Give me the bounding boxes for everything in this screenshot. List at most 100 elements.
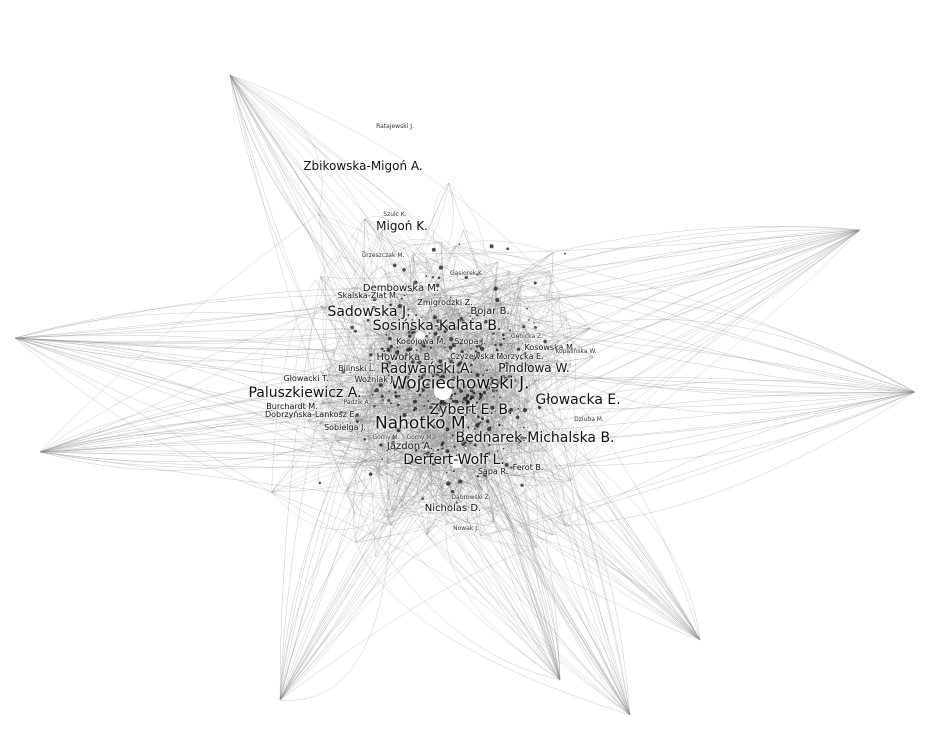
edge [426,358,508,446]
graph-node [407,339,411,343]
spike-edge [279,343,514,701]
edge [393,292,434,486]
edge [398,271,550,306]
edge [348,320,365,361]
edge [349,344,501,424]
edge [410,401,431,448]
edge [277,403,329,436]
graph-node [530,366,534,370]
edge [336,364,510,442]
graph-node [472,357,477,361]
graph-node [339,411,343,415]
spike-edge [455,245,916,393]
graph-node [472,387,474,390]
edge [322,402,522,448]
edge [307,253,415,421]
node-label: Skalska-Zlat M. [337,291,399,300]
graph-node [383,350,386,353]
spike-edge [39,399,483,453]
edge [462,439,481,536]
spike-edge [553,391,916,536]
spike-edge [229,74,591,329]
spike-edge [14,312,415,339]
graph-node [517,408,520,410]
graph-node [499,396,501,399]
edge [518,277,541,410]
edge [392,347,572,481]
edge [436,346,478,362]
edge [326,369,481,537]
edge [387,356,594,518]
edge [271,303,501,493]
edge [440,470,452,506]
edge [402,369,500,403]
graph-node [534,325,537,329]
edge [508,310,552,345]
graph-node [381,399,384,401]
edge [353,419,392,510]
spike-edge [229,74,397,484]
edge [477,394,520,469]
edge [441,242,483,374]
edge [419,370,537,548]
edge [455,298,478,308]
graph-node [528,319,530,321]
spike-edge [279,370,370,701]
spike-edge [39,451,451,506]
edge [384,286,554,536]
node-label: Paluszkiewicz A. [248,385,362,401]
spike-edge [421,392,631,716]
edge [373,292,401,384]
edge [412,322,442,535]
edge [411,441,487,479]
edge [392,401,412,425]
edge [396,443,527,451]
graph-node [396,403,400,407]
node-label: Ferot B. [512,463,544,472]
graph-node [455,501,458,504]
graph-node [436,319,441,324]
graph-node [438,359,443,364]
edge [387,305,423,362]
edge [390,326,413,447]
spike-edge [554,434,701,641]
edge [359,286,522,464]
graph-node [425,275,428,277]
edge [322,287,355,416]
spike-edge [279,297,560,701]
edge [493,434,556,523]
graph-node [398,304,403,309]
edge [513,276,571,345]
graph-node [493,395,495,398]
edge [355,333,519,421]
edge [320,371,449,508]
graph-node [431,462,436,466]
edge [288,383,446,435]
edge [451,470,464,502]
edge [484,360,560,479]
node-label: Dziuba M. [574,416,604,423]
edge [447,288,503,322]
node-label: Padzik A. [343,399,371,406]
spike-edge [480,229,861,499]
node-label: Bojar B. [470,306,510,317]
edge [320,276,423,357]
graph-node [407,380,409,383]
graph-node [495,298,500,303]
graph-node [490,405,495,410]
edge [419,370,478,395]
edge [437,407,566,527]
edge [330,377,455,525]
graph-node [397,395,401,398]
edge [466,327,491,523]
edge [320,306,520,382]
edge [467,295,537,368]
edge [307,328,414,421]
edge [424,343,482,489]
spike-edge [469,388,701,641]
edge [364,216,454,315]
edge [476,271,510,466]
edge [385,253,560,299]
node-label: Howorka B. [376,352,434,363]
spike-edge [513,319,916,393]
